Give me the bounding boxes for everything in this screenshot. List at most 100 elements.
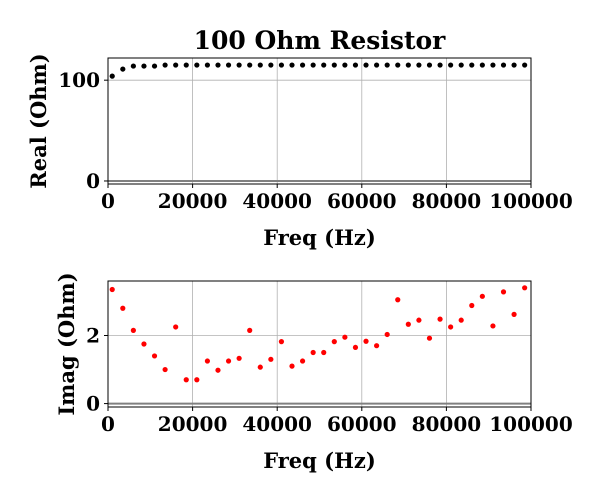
data-point <box>437 62 443 68</box>
x-axis-label: Freq (Hz) <box>263 448 376 473</box>
data-point <box>151 63 158 69</box>
data-point <box>384 62 390 68</box>
data-point <box>236 62 242 68</box>
data-point <box>416 317 422 323</box>
x-tick-label: 20000 <box>158 412 228 436</box>
data-point <box>278 62 285 68</box>
data-point <box>278 339 285 345</box>
data-point <box>522 285 528 291</box>
data-point <box>458 62 464 68</box>
data-point <box>141 341 147 347</box>
data-point <box>426 335 433 341</box>
data-point <box>384 331 390 338</box>
data-point <box>130 327 136 333</box>
data-point <box>247 62 253 68</box>
y-tick-label: 100 <box>58 68 100 92</box>
axes-frame <box>107 280 532 408</box>
data-point <box>479 62 485 68</box>
data-point <box>331 339 337 345</box>
series-1 <box>109 62 528 79</box>
y-tick-label: 0 <box>86 392 100 416</box>
data-point <box>173 324 179 330</box>
data-point <box>479 293 485 299</box>
y-tick-label: 0 <box>86 169 100 193</box>
data-point <box>247 327 253 333</box>
data-point <box>257 62 263 68</box>
data-point <box>395 62 401 68</box>
data-point <box>511 62 517 68</box>
x-tick-label: 100000 <box>489 412 573 436</box>
y-axis-label: Imag (Ohm) <box>54 272 79 415</box>
x-tick-label: 40000 <box>242 189 312 213</box>
data-point <box>204 62 211 68</box>
x-axis-label: Freq (Hz) <box>263 225 376 250</box>
data-point <box>395 297 401 303</box>
y-axis-label: Real (Ohm) <box>26 53 51 188</box>
data-point <box>310 349 316 356</box>
x-tick-label: 0 <box>101 412 115 436</box>
data-point <box>257 364 263 370</box>
chart-1: 0 20000 40000 60000 80000 100000 0 100 100 Ohm R… <box>26 26 573 250</box>
data-point <box>225 358 232 364</box>
data-point <box>215 62 221 68</box>
data-point <box>352 62 359 68</box>
data-point <box>342 334 348 340</box>
data-point <box>183 377 189 383</box>
data-point <box>469 62 475 68</box>
data-point <box>321 62 327 68</box>
data-point <box>522 62 528 68</box>
data-point <box>268 356 274 362</box>
data-point <box>162 62 168 68</box>
data-point <box>448 62 454 68</box>
data-point <box>162 366 168 373</box>
data-point <box>437 316 443 322</box>
data-point <box>120 66 126 72</box>
data-point <box>374 62 380 68</box>
x-tick-label: 0 <box>101 189 115 213</box>
data-point <box>289 363 295 369</box>
data-point <box>416 62 422 68</box>
data-point <box>151 353 158 359</box>
data-point <box>299 62 306 68</box>
x-tick-label: 60000 <box>327 412 397 436</box>
data-point <box>331 62 337 68</box>
data-point <box>289 62 295 68</box>
data-point <box>405 321 411 327</box>
data-point <box>374 343 380 349</box>
x-tick-label: 60000 <box>327 189 397 213</box>
x-tick-label: 100000 <box>489 189 573 213</box>
data-point <box>173 62 179 68</box>
data-point <box>490 323 496 329</box>
data-point <box>130 63 136 69</box>
data-point <box>342 62 348 68</box>
x-tick-label: 40000 <box>242 412 312 436</box>
data-point <box>268 62 274 68</box>
data-point <box>204 358 211 364</box>
data-point <box>109 73 115 79</box>
series-1 <box>109 285 528 383</box>
data-point <box>215 367 221 373</box>
data-point <box>511 311 517 317</box>
data-point <box>405 62 411 68</box>
data-point <box>321 349 327 356</box>
data-point <box>194 62 200 68</box>
data-point <box>183 62 189 68</box>
data-point <box>448 324 454 330</box>
x-tick-label: 80000 <box>412 189 482 213</box>
data-point <box>469 302 475 309</box>
data-point <box>426 62 433 68</box>
data-point <box>141 63 147 69</box>
data-point <box>490 62 496 68</box>
data-point <box>363 338 369 344</box>
data-point <box>458 317 464 323</box>
data-point <box>500 62 507 68</box>
data-point <box>194 377 200 383</box>
data-point <box>236 355 242 361</box>
chart-title: 100 Ohm Resistor <box>194 26 447 55</box>
data-point <box>500 289 507 295</box>
x-tick-label: 80000 <box>412 412 482 436</box>
chart-2: 0 20000 40000 60000 80000 100000 0 2 Freq (Hz) Im… <box>54 272 573 473</box>
axes-frame <box>107 57 532 185</box>
y-tick-label: 2 <box>86 323 100 347</box>
